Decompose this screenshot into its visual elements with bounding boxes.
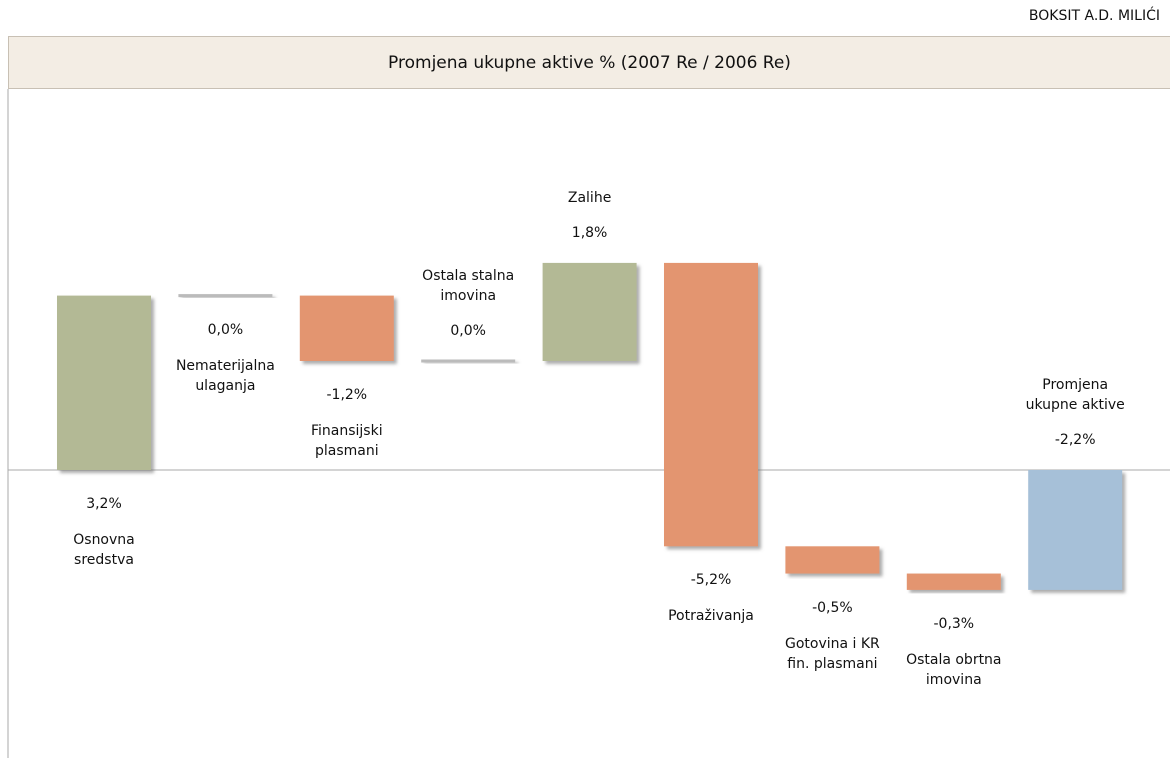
bar — [1028, 470, 1123, 590]
category-label: Ostala stalna imovina — [422, 268, 515, 304]
category-label: Nematerijalna ulaganja — [175, 357, 275, 394]
category-label: Promjena ukupne aktive — [1025, 377, 1125, 413]
category-label: Gotovina i KR fin. plasmani — [784, 635, 880, 672]
value-label: -0,5% — [812, 599, 853, 616]
value-label: 1,8% — [571, 224, 608, 241]
value-label: 0,0% — [450, 323, 486, 339]
category-label: Ostala obrtna imovina — [906, 651, 1002, 688]
category-label: Potraživanja — [668, 608, 754, 625]
bar — [664, 262, 758, 547]
category-label: Finansijski plasmani — [310, 423, 383, 459]
chart-title: Promjena ukupne aktive % (2007 Re / 2006… — [8, 36, 1170, 89]
value-label: 0,0% — [207, 321, 244, 338]
zero-bar — [178, 294, 273, 298]
bar — [299, 295, 394, 361]
bar — [785, 546, 880, 574]
value-label: -2,2% — [1054, 432, 1096, 448]
value-label: 3,2% — [86, 496, 122, 512]
company-name: BOKSIT A.D. MILIĆI — [1028, 8, 1160, 24]
value-label: -0,3% — [933, 615, 975, 632]
bar — [542, 262, 637, 361]
bar — [57, 295, 151, 470]
value-label: -5,2% — [690, 572, 732, 589]
bar — [906, 573, 1001, 590]
zero-bar — [421, 359, 516, 363]
category-label: Zalihe — [567, 189, 612, 206]
value-label: -1,2% — [326, 387, 368, 403]
category-label: Osnovna sredstva — [73, 532, 135, 568]
